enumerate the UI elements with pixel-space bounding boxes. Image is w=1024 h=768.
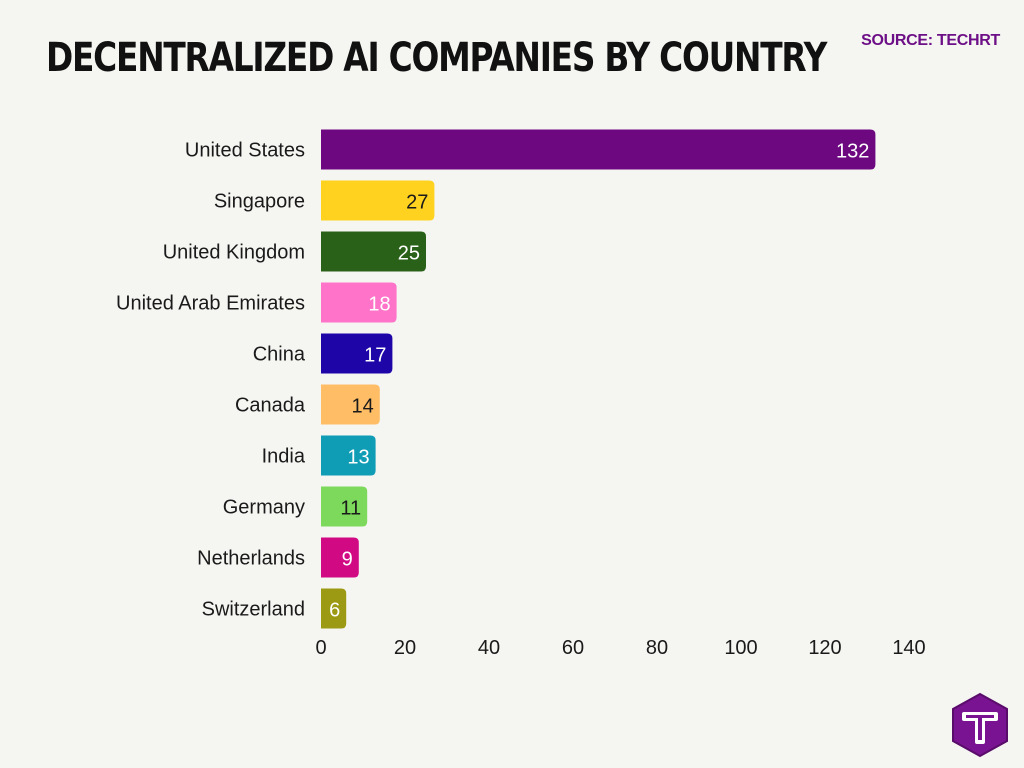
x-tick-label: 120 [808, 637, 841, 659]
bar [321, 435, 376, 476]
x-tick-label: 60 [562, 637, 584, 659]
t-hexagon-logo-icon [952, 692, 1008, 758]
bar-value-label: 27 [406, 192, 428, 214]
category-label: United Kingdom [163, 242, 305, 264]
category-label: Switzerland [202, 599, 305, 621]
category-label: United States [185, 140, 305, 162]
x-tick-label: 80 [646, 637, 668, 659]
chart-title: DECENTRALIZED AI COMPANIES BY COUNTRY [46, 35, 827, 81]
bar-value-label: 14 [352, 396, 374, 418]
x-tick-label: 100 [724, 637, 757, 659]
category-label: Germany [223, 497, 305, 519]
bar-value-label: 17 [364, 345, 386, 367]
bar-value-label: 6 [329, 600, 340, 622]
bar-value-label: 11 [340, 498, 361, 520]
bar-value-label: 18 [368, 294, 390, 316]
bar [321, 180, 435, 221]
bar [321, 537, 359, 578]
x-tick-label: 20 [394, 637, 416, 659]
category-label: Canada [235, 395, 306, 417]
bar [321, 282, 397, 323]
category-label: Netherlands [197, 548, 305, 570]
category-label: Singapore [214, 191, 305, 213]
bar-value-label: 13 [347, 447, 369, 469]
bar [321, 333, 393, 374]
category-label: United Arab Emirates [116, 293, 305, 315]
category-label: China [253, 344, 306, 366]
x-tick-label: 140 [892, 637, 925, 659]
category-label: India [262, 446, 306, 468]
bar [321, 486, 368, 527]
bar [321, 129, 876, 170]
bar [321, 231, 426, 272]
bar [321, 384, 380, 425]
bar-value-label: 25 [398, 243, 420, 265]
x-tick-label: 40 [478, 637, 500, 659]
source-label: SOURCE: TECHRT [861, 32, 1000, 49]
bar-value-label: 132 [836, 141, 869, 163]
bar [321, 588, 347, 629]
x-tick-label: 0 [315, 637, 326, 659]
bar-value-label: 9 [342, 549, 353, 571]
